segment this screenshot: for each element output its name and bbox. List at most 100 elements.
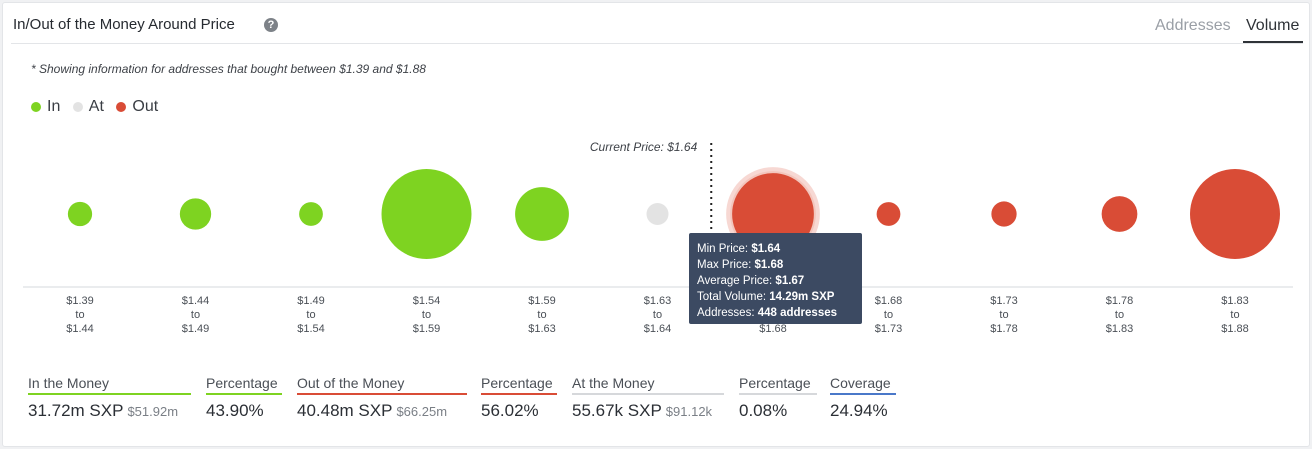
stat-block: Percentage 43.90% xyxy=(206,375,282,421)
stat-value: 56.02% xyxy=(481,401,557,421)
tick-label-to-price: $1.88 xyxy=(1221,323,1249,335)
current-price-label: Current Price: $1.64 xyxy=(590,140,698,154)
tick-label-from: $1.68 xyxy=(875,295,903,307)
stat-block: Percentage 0.08% xyxy=(739,375,817,421)
bubble-in xyxy=(179,198,212,230)
legend-at-label: At xyxy=(88,98,104,115)
bubble-tooltip: Min Price: $1.64 Max Price: $1.68 Average … xyxy=(689,233,862,324)
tab-addresses[interactable]: Addresses xyxy=(1155,17,1231,34)
tick-label-from: $1.39 xyxy=(66,295,94,307)
stat-value: 31.72m SXP $51.92m xyxy=(28,401,191,421)
tick-label-to: to xyxy=(1115,309,1124,321)
tick-label-to-price: $1.44 xyxy=(66,323,94,335)
tick-label-to: to xyxy=(191,309,200,321)
legend-out-dot xyxy=(116,102,127,112)
tick-label-to: to xyxy=(999,309,1008,321)
tick-label-to: to xyxy=(1230,309,1239,321)
bubble-in xyxy=(381,169,472,259)
bubble-out xyxy=(991,201,1017,227)
tick-label-from: $1.54 xyxy=(413,295,441,307)
tooltip-label: Addresses: xyxy=(697,307,758,319)
tick-label-from: $1.44 xyxy=(182,295,210,307)
tick-label-from: $1.78 xyxy=(1106,295,1134,307)
tooltip-row: Total Volume: 14.29m SXP xyxy=(697,289,854,305)
tick-label-to-price: $1.63 xyxy=(528,323,556,335)
tick-label-to: to xyxy=(422,309,431,321)
stat-value-usd: $91.12k xyxy=(665,404,713,419)
tick-label-to: to xyxy=(306,309,315,321)
tab-volume[interactable]: Volume xyxy=(1246,17,1300,34)
tooltip-row: Min Price: $1.64 xyxy=(697,241,854,257)
bubble-out xyxy=(1190,169,1280,259)
stat-value-usd: $66.25m xyxy=(396,404,448,419)
stat-value-usd: $51.92m xyxy=(127,404,179,419)
tooltip-row: Average Price: $1.67 xyxy=(697,273,854,289)
help-icon[interactable]: ? xyxy=(264,18,278,32)
tooltip-label: Max Price: xyxy=(697,259,755,271)
card-title: In/Out of the Money Around Price xyxy=(13,16,235,33)
stat-value: 40.48m SXP $66.25m xyxy=(297,401,467,421)
tick-label-to-price: $1.68 xyxy=(759,323,787,335)
stat-label: In the Money xyxy=(28,375,191,395)
tick-label-to-price: $1.49 xyxy=(182,323,210,335)
tooltip-row: Addresses: 448 addresses xyxy=(697,305,854,321)
tooltip-label: Min Price: xyxy=(697,243,752,255)
legend-in[interactable]: In xyxy=(31,98,60,116)
tick-label-from: $1.63 xyxy=(644,295,672,307)
bubble-chart: Current Price: $1.64 $1.39 to $1.44 $1.44 to $… xyxy=(23,140,1293,335)
tick-label-to-price: $1.73 xyxy=(875,323,903,335)
tooltip-row: Max Price: $1.68 xyxy=(697,257,854,273)
tick-label-to-price: $1.59 xyxy=(413,323,441,335)
tooltip-label: Average Price: xyxy=(697,275,776,287)
tick-label-to: to xyxy=(75,309,84,321)
stat-value: 24.94% xyxy=(830,401,896,421)
tick-label-to-price: $1.54 xyxy=(297,323,325,335)
legend-out[interactable]: Out xyxy=(116,98,158,116)
stat-value-main: 40.48m SXP xyxy=(297,401,393,420)
stat-value-main: 55.67k SXP xyxy=(572,401,662,420)
legend-at[interactable]: At xyxy=(72,98,104,116)
tooltip-value: $1.64 xyxy=(751,243,781,255)
tooltip-value: 14.29m SXP xyxy=(769,291,835,303)
tooltip-value: 448 addresses xyxy=(757,307,838,319)
bubble-in xyxy=(299,202,323,226)
tick-label-to: to xyxy=(653,309,662,321)
stat-block: Coverage 24.94% xyxy=(830,375,896,421)
bubble-in xyxy=(515,187,569,241)
legend-in-dot xyxy=(31,102,41,112)
tick-label-from: $1.49 xyxy=(297,295,325,307)
bubble-at xyxy=(646,203,669,225)
legend-at-dot xyxy=(72,102,83,112)
stat-value-main: 43.90% xyxy=(206,401,264,420)
active-tab-underline xyxy=(1243,41,1303,43)
stat-value-main: 56.02% xyxy=(481,401,539,420)
stat-block: In the Money 31.72m SXP $51.92m xyxy=(28,375,191,421)
header-divider xyxy=(11,43,1303,44)
chart-legend: In At Out xyxy=(31,98,166,117)
tick-label-to-price: $1.83 xyxy=(1106,323,1134,335)
stat-block: Out of the Money 40.48m SXP $66.25m xyxy=(297,375,467,421)
stat-label: Out of the Money xyxy=(297,375,467,395)
info-note: * Showing information for addresses that… xyxy=(31,62,426,76)
stat-value-main: 0.08% xyxy=(739,401,788,420)
stat-value-main: 24.94% xyxy=(830,401,888,420)
stat-label: At the Money xyxy=(572,375,724,395)
stat-block: At the Money 55.67k SXP $91.12k xyxy=(572,375,724,421)
stat-block: Percentage 56.02% xyxy=(481,375,557,421)
tooltip-label: Total Volume: xyxy=(697,291,770,303)
stat-value-main: 31.72m SXP xyxy=(28,401,124,420)
legend-out-label: Out xyxy=(132,98,159,115)
bubble-in xyxy=(67,201,93,227)
stat-label: Percentage xyxy=(206,375,282,395)
tooltip-value: $1.68 xyxy=(754,259,784,271)
tooltip-value: $1.67 xyxy=(775,275,805,287)
tick-label-to: to xyxy=(537,309,546,321)
stat-label: Percentage xyxy=(739,375,817,395)
tick-label-to-price: $1.78 xyxy=(990,323,1018,335)
stat-value: 0.08% xyxy=(739,401,817,421)
tick-label-to: to xyxy=(884,309,893,321)
stat-value: 55.67k SXP $91.12k xyxy=(572,401,724,421)
bubble-out xyxy=(876,202,901,226)
tick-label-from: $1.73 xyxy=(990,295,1018,307)
